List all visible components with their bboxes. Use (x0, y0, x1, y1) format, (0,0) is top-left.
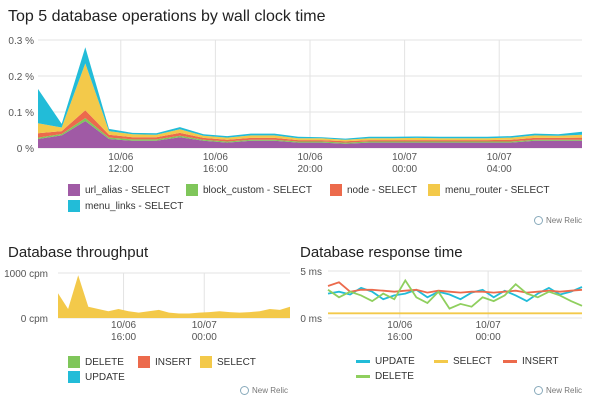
legend-label: menu_router - SELECT (445, 184, 550, 196)
series-line-delete (327, 278, 583, 310)
legend-swatch (68, 356, 80, 368)
legend-item[interactable]: DELETE (356, 371, 414, 382)
legend-label: INSERT (522, 356, 559, 367)
x-tick-label: 10/06 (203, 152, 228, 163)
legend-item[interactable]: block_custom - SELECT (186, 184, 312, 196)
x-tick-label: 04:00 (487, 164, 512, 175)
legend-label: node - SELECT (347, 184, 418, 196)
watermark-label: New Relic (252, 386, 289, 395)
legend-label: INSERT (155, 356, 192, 368)
legend-label: DELETE (85, 356, 124, 368)
x-tick-label: 10/06 (297, 152, 322, 163)
series-area-select (58, 275, 290, 318)
throughput-chart-title: Database throughput (8, 244, 149, 261)
x-tick-label: 00:00 (192, 332, 217, 343)
series-line-update (327, 286, 583, 303)
legend-item[interactable]: node - SELECT (330, 184, 417, 196)
x-tick-label: 10/07 (487, 152, 512, 163)
x-tick-label: 10/06 (108, 152, 133, 163)
y-tick-label: 0.3 % (8, 36, 34, 47)
legend-swatch (68, 184, 80, 196)
new-relic-logo-icon (534, 386, 543, 395)
top-chart-title: Top 5 database operations by wall clock … (8, 8, 326, 25)
y-tick-label: 0 cpm (21, 314, 48, 325)
x-tick-label: 00:00 (476, 332, 501, 343)
legend-item[interactable]: menu_links - SELECT (68, 200, 183, 212)
x-tick-label: 10/06 (111, 320, 136, 331)
x-tick-label: 16:00 (387, 332, 412, 343)
legend-swatch (330, 184, 342, 196)
x-tick-label: 00:00 (392, 164, 417, 175)
legend-item[interactable]: DELETE (68, 356, 124, 368)
x-tick-label: 16:00 (111, 332, 136, 343)
series-line-insert (327, 281, 583, 294)
y-tick-label: 5 ms (300, 267, 322, 278)
x-tick-label: 12:00 (108, 164, 133, 175)
legend-item[interactable]: UPDATE (356, 356, 415, 367)
legend-item[interactable]: menu_router - SELECT (428, 184, 550, 196)
y-tick-label: 0.1 % (8, 108, 34, 119)
legend-label: SELECT (453, 356, 492, 367)
y-tick-label: 0 % (17, 144, 34, 155)
y-tick-label: 1000 cpm (4, 269, 48, 280)
legend-label: block_custom - SELECT (203, 184, 312, 196)
new-relic-watermark-throughput: New Relic (240, 386, 288, 395)
legend-swatch (434, 360, 448, 363)
legend-swatch (503, 360, 517, 363)
legend-item[interactable]: SELECT (200, 356, 256, 368)
legend-swatch (68, 200, 80, 212)
response-chart-title: Database response time (300, 244, 463, 261)
x-tick-label: 10/07 (476, 320, 501, 331)
legend-swatch (200, 356, 212, 368)
new-relic-logo-icon (240, 386, 249, 395)
new-relic-watermark: New Relic (534, 216, 582, 225)
y-tick-label: 0 ms (300, 314, 322, 325)
x-tick-label: 10/06 (387, 320, 412, 331)
x-tick-label: 20:00 (297, 164, 322, 175)
series-area-url-alias-select (38, 121, 582, 148)
watermark-label: New Relic (546, 216, 583, 225)
legend-swatch (68, 371, 80, 383)
series-area-node-select (38, 110, 582, 143)
legend-item[interactable]: url_alias - SELECT (68, 184, 170, 196)
legend-item[interactable]: INSERT (138, 356, 192, 368)
legend-label: UPDATE (85, 371, 125, 383)
legend-swatch (428, 184, 440, 196)
watermark-label: New Relic (546, 386, 583, 395)
legend-item[interactable]: UPDATE (68, 371, 125, 383)
legend-swatch (356, 360, 370, 363)
legend-swatch (186, 184, 198, 196)
legend-label: url_alias - SELECT (85, 184, 171, 196)
x-tick-label: 10/07 (392, 152, 417, 163)
legend-swatch (356, 375, 370, 378)
new-relic-logo-icon (534, 216, 543, 225)
top-operations-chart: 0 %0.1 %0.2 %0.3 %10/0612:0010/0616:0010… (8, 36, 582, 175)
y-tick-label: 0.2 % (8, 72, 34, 83)
x-tick-label: 16:00 (203, 164, 228, 175)
legend-item[interactable]: SELECT (434, 356, 492, 367)
legend-label: menu_links - SELECT (85, 200, 184, 212)
x-tick-label: 10/07 (192, 320, 217, 331)
series-area-block-custom-select (38, 118, 582, 144)
legend-label: UPDATE (375, 356, 415, 367)
legend-swatch (138, 356, 150, 368)
legend-label: SELECT (217, 356, 256, 368)
new-relic-watermark-response: New Relic (534, 386, 582, 395)
legend-item[interactable]: INSERT (503, 356, 559, 367)
legend-label: DELETE (375, 371, 414, 382)
